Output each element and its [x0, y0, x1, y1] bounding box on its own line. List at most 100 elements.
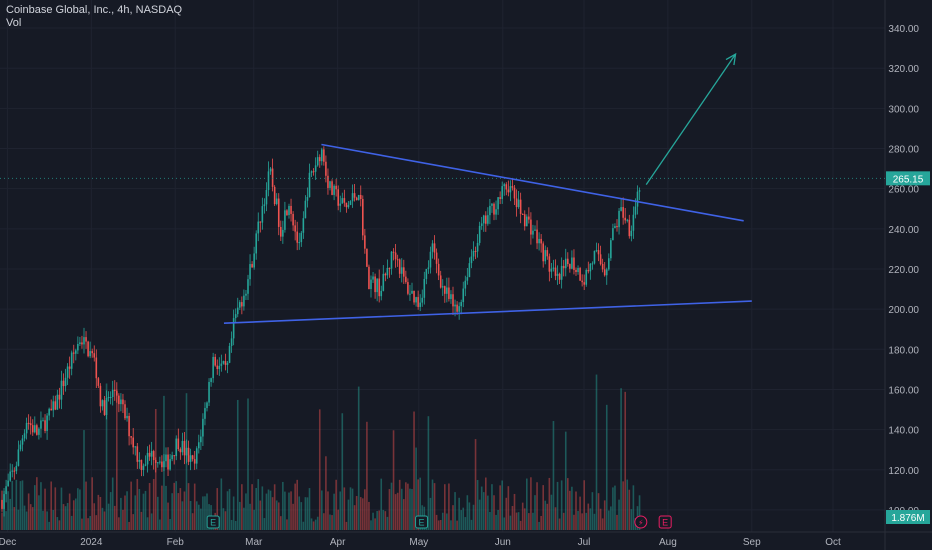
- resistance-trendline[interactable]: [321, 143, 744, 222]
- volume-bar: [202, 496, 204, 530]
- candle-body: [415, 297, 417, 303]
- volume-bar: [27, 493, 30, 530]
- candle-body: [11, 470, 14, 472]
- candle-body: [185, 447, 188, 456]
- symbol-title: Coinbase Global, Inc., 4h, NASDAQ: [6, 4, 183, 16]
- candle-body: [368, 266, 370, 290]
- candle-body: [333, 185, 335, 195]
- volume-bar: [364, 489, 366, 530]
- volume-bar: [464, 517, 467, 530]
- volume-bar: [265, 493, 268, 530]
- volume-bar: [286, 519, 288, 530]
- volume-bar: [511, 506, 514, 530]
- candle-body: [616, 225, 618, 228]
- candle-body: [306, 197, 309, 201]
- volume-bar: [249, 503, 251, 530]
- candle-body: [79, 342, 81, 345]
- candle-body: [17, 449, 20, 466]
- candle-body: [482, 215, 485, 224]
- earnings-marker[interactable]: [415, 515, 429, 529]
- candle-body: [378, 278, 380, 297]
- volume-bar: [161, 485, 163, 530]
- volume-bar: [46, 511, 48, 530]
- volume-bar: [193, 483, 196, 530]
- volume-bar: [142, 493, 145, 530]
- x-tick-label: 2024: [80, 537, 103, 548]
- volume-bar: [472, 504, 475, 530]
- volume-bar: [224, 511, 227, 530]
- chart-legend: Coinbase Global, Inc., 4h, NASDAQ Vol: [6, 4, 182, 30]
- candle-body: [224, 361, 227, 365]
- volume-bar: [253, 509, 255, 530]
- candle-body: [444, 286, 446, 294]
- candle-body: [220, 363, 223, 366]
- volume-bar: [101, 507, 104, 530]
- volume-bar: [552, 421, 555, 530]
- volume-bar: [140, 511, 143, 530]
- volume-bar: [13, 507, 16, 530]
- volume-bar: [583, 480, 585, 530]
- candle-body: [136, 446, 139, 462]
- candle-body: [519, 199, 522, 214]
- candle-body: [396, 259, 399, 261]
- volume-bar: [259, 500, 262, 530]
- earnings-marker[interactable]: [206, 515, 220, 529]
- volume-bar: [444, 484, 446, 530]
- volume-bar: [411, 489, 413, 530]
- volume-bar: [243, 507, 245, 530]
- dividend-marker[interactable]: [634, 515, 648, 529]
- candle-body: [81, 342, 83, 345]
- volume-badge: [886, 510, 930, 524]
- candle-body: [292, 213, 294, 226]
- candle-body: [384, 273, 387, 276]
- last-price-text: 265.15: [893, 174, 924, 185]
- candle-body: [493, 203, 495, 215]
- volume-bar: [612, 487, 614, 530]
- volume-bar: [478, 499, 481, 530]
- volume-bar: [392, 430, 395, 530]
- candle-body: [327, 175, 329, 188]
- candle-body: [202, 418, 204, 437]
- volume-bar: [113, 505, 116, 530]
- candle-body: [538, 238, 540, 244]
- candle-body: [87, 341, 89, 357]
- candle-body: [335, 185, 337, 190]
- candle-body: [534, 229, 536, 231]
- volume-bar: [306, 497, 309, 530]
- volume-bar: [85, 481, 87, 530]
- volume-bar: [589, 508, 592, 530]
- volume-bar: [396, 492, 399, 530]
- volume-bar: [93, 503, 96, 530]
- candle-body: [181, 440, 184, 453]
- candle-body: [380, 290, 383, 297]
- volume-bar: [130, 481, 132, 530]
- candle-body: [593, 250, 596, 264]
- candle-body: [417, 297, 419, 307]
- earnings-marker[interactable]: [658, 515, 672, 529]
- candle-body: [284, 210, 286, 230]
- candle-body: [105, 397, 108, 415]
- projection-arrow[interactable]: [645, 53, 737, 186]
- volume-bar: [497, 510, 499, 530]
- support-trendline[interactable]: [223, 300, 752, 324]
- volume-bar: [263, 518, 266, 530]
- volume-bar: [614, 485, 616, 530]
- candle-body: [13, 470, 16, 472]
- lightning-icon: ⚡: [638, 519, 644, 528]
- candle-body: [40, 420, 42, 429]
- candle-body: [66, 366, 69, 378]
- x-tick-label: Jun: [495, 537, 511, 548]
- candle-body: [214, 356, 216, 366]
- volume-bar: [507, 486, 510, 530]
- letter-e-icon: E: [210, 518, 216, 528]
- volume-bar: [542, 485, 544, 530]
- candle-body: [304, 200, 307, 219]
- volume-bar: [550, 494, 553, 530]
- candle-body: [579, 268, 581, 281]
- candle-body: [558, 273, 561, 280]
- volume-label: Vol: [6, 17, 22, 29]
- candle-body: [29, 423, 32, 426]
- volume-bar: [236, 399, 239, 530]
